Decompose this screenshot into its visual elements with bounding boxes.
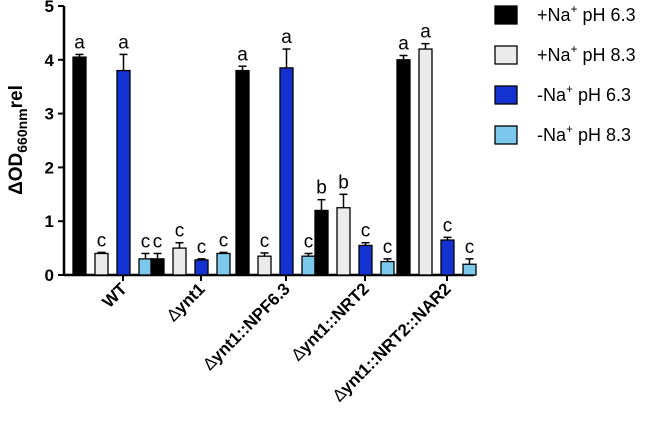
bar	[440, 239, 455, 276]
category-text: ynt1::NPF6.3	[207, 279, 294, 366]
bar	[418, 48, 433, 276]
legend-label-sup: +	[566, 82, 573, 96]
bar	[94, 252, 109, 276]
legend-label-ph: pH 8.3	[578, 45, 636, 65]
y-axis-title-sub: 660nm	[14, 108, 30, 152]
y-axis-title-suffix: rel	[6, 85, 27, 108]
legend-label: +Na+ pH 6.3	[537, 2, 636, 25]
significance-letter: c	[465, 237, 475, 258]
x-category-label: ∆ynt1::NRT2	[288, 279, 373, 364]
legend-label: -Na+ pH 6.3	[537, 82, 631, 105]
x-category-label: WT	[99, 279, 132, 312]
significance-letter: a	[118, 32, 129, 53]
y-tick-label: 0	[45, 266, 54, 285]
y-tick-label: 3	[45, 105, 54, 124]
significance-letter: a	[281, 27, 292, 48]
legend-swatch	[494, 5, 518, 25]
bar	[279, 67, 294, 276]
legend-label-ion: -Na	[537, 125, 567, 145]
significance-letter: c	[141, 231, 151, 252]
bar	[194, 259, 209, 276]
legend-label-ph: pH 8.3	[573, 125, 631, 145]
bar	[358, 244, 373, 276]
legend-label: -Na+ pH 8.3	[537, 122, 631, 145]
legend-swatch	[494, 45, 518, 65]
legend-label-sup: +	[571, 2, 578, 16]
legend-label: +Na+ pH 8.3	[537, 42, 636, 65]
bar	[172, 247, 187, 276]
bar	[314, 209, 329, 276]
bar	[235, 69, 250, 276]
legend-label-ph: pH 6.3	[573, 85, 631, 105]
x-category-label: ∆ynt1	[163, 279, 209, 325]
bar	[150, 258, 165, 276]
significance-letter: c	[153, 231, 163, 252]
legend-label-ph: pH 6.3	[578, 5, 636, 25]
bar	[116, 69, 131, 276]
y-axis-title: ΔOD660nmrel	[6, 85, 30, 195]
significance-letter: a	[237, 44, 248, 65]
legend-label-ion: +Na	[537, 5, 572, 25]
legend-swatch	[494, 125, 518, 145]
significance-letter: a	[74, 32, 85, 53]
bar	[380, 260, 395, 276]
significance-letter: c	[383, 237, 393, 258]
y-tick-label: 1	[45, 212, 54, 231]
significance-letter: c	[361, 221, 371, 242]
significance-letter: c	[443, 215, 453, 236]
significance-letter: c	[175, 221, 185, 242]
bar	[462, 263, 477, 276]
bar	[396, 59, 411, 276]
y-axis-label: ΔOD660nmrel	[6, 85, 30, 195]
bar	[72, 56, 87, 276]
legend-label-ion: +Na	[537, 45, 572, 65]
legend-label-ion: -Na	[537, 85, 567, 105]
bar	[257, 255, 272, 276]
category-text: WT	[99, 279, 132, 312]
significance-letter: b	[338, 172, 349, 193]
bar	[138, 258, 153, 276]
legend-label-sup: +	[566, 122, 573, 136]
significance-letter: c	[97, 230, 107, 251]
y-axis-title-main: ΔOD	[6, 153, 27, 195]
legend: +Na+ pH 6.3+Na+ pH 8.3-Na+ pH 6.3-Na+ pH…	[494, 2, 636, 145]
significance-letter: a	[398, 33, 409, 54]
legend-swatch	[494, 85, 518, 105]
x-category-label: ∆ynt1::NPF6.3	[200, 279, 294, 373]
y-tick-label: 2	[45, 158, 54, 177]
bar	[216, 252, 231, 276]
significance-letter: c	[260, 231, 270, 252]
y-tick-label: 5	[45, 0, 54, 16]
significance-letter: b	[316, 178, 327, 199]
significance-letter: c	[219, 230, 229, 251]
category-text: ynt1::NRT2	[295, 279, 373, 357]
legend-label-sup: +	[571, 42, 578, 56]
y-tick-label: 4	[45, 51, 55, 70]
bar	[301, 255, 316, 276]
x-axis-labels: WT∆ynt1∆ynt1::NPF6.3∆ynt1::NRT2∆ynt1::NR…	[99, 279, 455, 405]
significance-letter: a	[420, 22, 431, 43]
significance-letter: c	[304, 231, 314, 252]
significance-letter: c	[197, 237, 207, 258]
bar	[336, 207, 351, 276]
